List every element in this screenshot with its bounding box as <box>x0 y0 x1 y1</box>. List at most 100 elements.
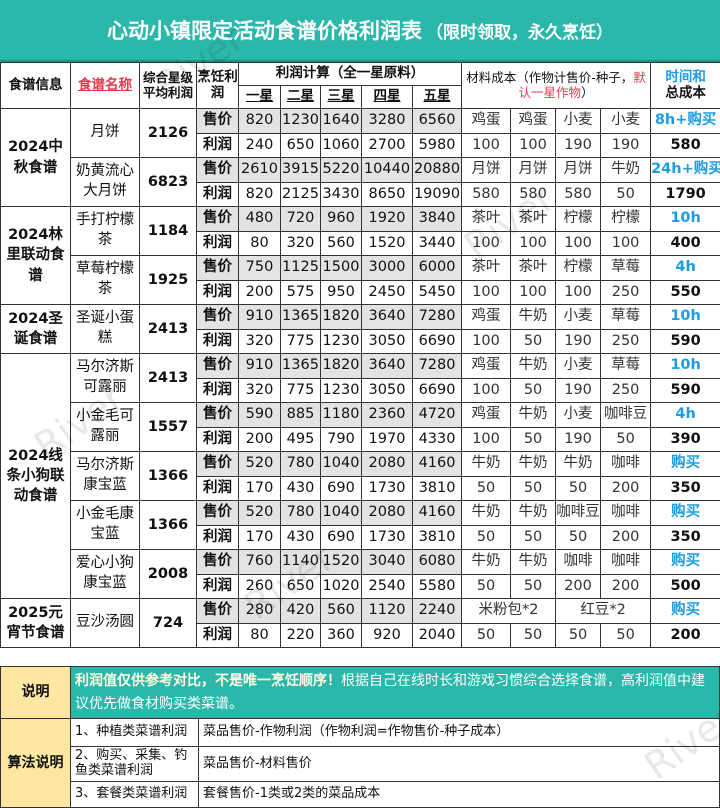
page-title: 心动小镇限定活动食谱价格利润表 （限时领取，永久烹饪） <box>0 0 720 62</box>
material: 鸡蛋 <box>461 304 512 330</box>
recipe-name: 草莓柠檬茶 <box>70 255 140 305</box>
material: 小麦 <box>555 402 602 428</box>
recipe-name: 手打柠檬茶 <box>70 206 140 256</box>
recipe-name: 圣诞小蛋糕 <box>70 304 140 354</box>
sell-price: 3640 <box>361 353 413 379</box>
material-cost: 50 <box>510 475 557 501</box>
recipe-name: 月饼 <box>70 108 140 158</box>
recipe-name: 小金毛可露丽 <box>70 402 140 452</box>
table-row-profit: 利润 320 775 1230 3050 6690 100 50 190 250 590 <box>1 328 720 354</box>
sell-price: 3840 <box>411 206 463 232</box>
title-sub: （限时领取，永久烹饪） <box>426 22 613 43</box>
sell-price: 560 <box>320 598 362 624</box>
sell-price: 780 <box>280 451 321 477</box>
notes-highlight: 利润值仅供参考对比，不是唯一烹饪顺序！ <box>75 673 341 690</box>
material: 草莓 <box>600 304 652 330</box>
profit-value: 8650 <box>361 181 413 207</box>
profit-value: 3050 <box>361 328 413 354</box>
material-cost: 190 <box>555 328 602 354</box>
sell-price: 780 <box>280 500 321 526</box>
material-cost: 50 <box>510 377 557 403</box>
material-cost: 50 <box>600 426 652 452</box>
profit-value: 790 <box>320 426 362 452</box>
notes-text: 利润值仅供参考对比，不是唯一烹饪顺序！根据自己在线时长和游戏习惯综合选择食谱，高… <box>70 666 720 719</box>
sell-price: 10440 <box>361 157 413 183</box>
material-cost: 50 <box>461 622 512 648</box>
header-mat-c: ） <box>581 84 594 100</box>
time-cost: 10h <box>650 304 720 330</box>
row-label-sell: 售价 <box>196 451 239 477</box>
material-cost: 200 <box>600 573 652 599</box>
profit-value: 1020 <box>320 573 362 599</box>
material: 鸡蛋 <box>510 108 557 134</box>
material-cost: 50 <box>461 524 512 550</box>
profit-value: 170 <box>238 524 281 550</box>
row-label-profit: 利润 <box>196 279 239 305</box>
profit-value: 80 <box>238 230 281 256</box>
material: 茶叶 <box>461 255 512 281</box>
total-cost: 590 <box>650 377 720 403</box>
profit-value: 1520 <box>361 230 413 256</box>
material: 牛奶 <box>510 304 557 330</box>
group-name: 2024林里联动食谱 <box>0 206 71 305</box>
header-star-3: 三星 <box>320 85 362 109</box>
sell-price: 4160 <box>411 451 463 477</box>
time-cost: 购买 <box>650 598 720 624</box>
material-cost: 190 <box>555 426 602 452</box>
material: 牛奶 <box>600 157 652 183</box>
table-row-sell: 草莓柠檬茶 1925 售价 750 1125 1500 3000 6000 茶叶 茶叶 柠檬 草莓 4h <box>1 255 720 305</box>
table-row-profit: 利润 200 495 790 1970 4330 100 50 190 50 390 <box>1 426 720 452</box>
profit-value: 3810 <box>411 524 463 550</box>
sell-price: 1640 <box>320 108 362 134</box>
table-row-sell: 小金毛康宝蓝 1366 售价 520 780 1040 2080 4160 牛奶 牛奶 咖啡豆 咖啡购… <box>1 500 720 550</box>
avg-profit: 724 <box>139 598 197 648</box>
material-cost: 100 <box>555 230 602 256</box>
recipe-name: 豆沙汤圆 <box>70 598 140 648</box>
header-star-4: 四星 <box>361 85 413 109</box>
total-cost: 500 <box>650 573 720 599</box>
total-cost: 590 <box>650 328 720 354</box>
avg-profit: 2126 <box>139 108 197 158</box>
row-label-sell: 售价 <box>196 500 239 526</box>
material: 月饼 <box>461 157 512 183</box>
algo-formula: 套餐售价-1类或2类的菜品成本 <box>198 781 720 808</box>
sell-price: 6080 <box>411 549 463 575</box>
header-mat-a: 材料成本（作物计售价-种子， <box>466 70 634 86</box>
avg-profit: 2008 <box>139 549 197 599</box>
sell-price: 3280 <box>361 108 413 134</box>
row-label-profit: 利润 <box>196 573 239 599</box>
group-name: 2025元宵节食谱 <box>0 598 71 648</box>
material: 鸡蛋 <box>461 108 512 134</box>
profit-value: 260 <box>238 573 281 599</box>
group-name: 2024线条小狗联动食谱 <box>0 353 71 599</box>
material: 草莓 <box>600 255 652 281</box>
profit-value: 650 <box>280 573 321 599</box>
row-label-sell: 售价 <box>196 206 239 232</box>
recipe-name: 爱心小狗康宝蓝 <box>70 549 140 599</box>
profit-value: 220 <box>280 622 321 648</box>
sell-price: 1125 <box>280 255 321 281</box>
row-label-sell: 售价 <box>196 255 239 281</box>
total-cost: 1790 <box>650 181 720 207</box>
row-label-sell: 售价 <box>196 108 239 134</box>
material-cost: 100 <box>461 377 512 403</box>
sell-price: 3640 <box>361 304 413 330</box>
table-row-sell: 奶黄流心大月饼 6823 售价 2610 3915 5220 10440 20880 月饼 月饼月… <box>1 157 720 207</box>
sell-price: 6000 <box>411 255 463 281</box>
header-kind: 烹饪利润 <box>196 62 239 109</box>
avg-profit: 6823 <box>139 157 197 207</box>
sell-price: 750 <box>238 255 281 281</box>
avg-profit: 1557 <box>139 402 197 452</box>
profit-value: 5580 <box>411 573 463 599</box>
material-cost: 190 <box>555 132 602 158</box>
table-row-profit: 利润 170 430 690 1730 3810 50 50 50 200 350 <box>1 475 720 501</box>
sell-price: 520 <box>238 451 281 477</box>
sell-price: 4160 <box>411 500 463 526</box>
algo-type: 2、购买、采集、钓鱼类菜谱利润 <box>70 746 199 782</box>
header-info: 食谱信息 <box>0 62 71 109</box>
material-cost: 50 <box>510 622 557 648</box>
material-cost: 580 <box>461 181 512 207</box>
profit-value: 775 <box>280 377 321 403</box>
table-row-profit: 利润 170 430 690 1730 3810 50 50 50 200 350 <box>1 524 720 550</box>
group-name: 2024中秋食谱 <box>0 108 71 207</box>
